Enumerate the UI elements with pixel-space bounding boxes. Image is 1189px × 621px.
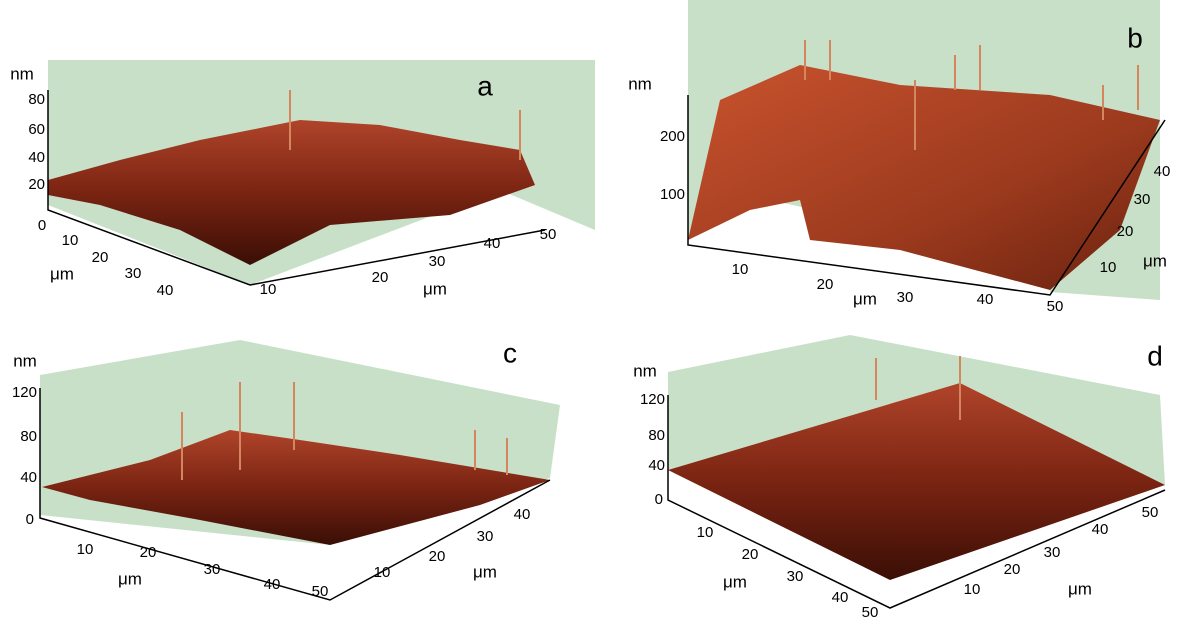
- z-tick-label: 120: [12, 384, 37, 401]
- surface: [688, 65, 1160, 290]
- y-tick-label: 40: [484, 235, 501, 252]
- x-tick-label: 0: [38, 217, 46, 234]
- x-tick-label: 30: [125, 265, 142, 282]
- z-tick-label: 80: [648, 427, 665, 444]
- x-tick-label: 40: [264, 576, 281, 593]
- spikes: [181, 40, 1139, 480]
- x-tick-label: 30: [204, 561, 221, 578]
- y-axis-label: μm: [473, 562, 497, 581]
- surface: [668, 383, 1165, 580]
- z-tick-label: 120: [640, 391, 665, 408]
- z-tick-label: 20: [28, 176, 45, 193]
- y-tick-label: 30: [1134, 191, 1151, 208]
- x-tick-label: 30: [897, 289, 914, 306]
- x-tick-label: 50: [862, 604, 879, 621]
- z-tick-label: 80: [20, 428, 37, 445]
- x-tick-label: 40: [157, 282, 174, 299]
- x-tick-label: 20: [742, 546, 759, 563]
- surface: [48, 120, 535, 265]
- x-axis-label: μm: [118, 569, 142, 588]
- z-unit: nm: [10, 64, 34, 83]
- x-tick-label: 20: [140, 544, 157, 561]
- x-tick-label: 40: [832, 589, 849, 606]
- z-tick-label: 40: [648, 457, 665, 474]
- z-tick-label: 0: [655, 491, 663, 508]
- z-tick-label: 60: [28, 121, 45, 138]
- x-tick-label: 10: [62, 232, 79, 249]
- y-tick-label: 10: [260, 281, 277, 298]
- y-tick-label: 20: [1004, 561, 1021, 578]
- x-tick-label: 50: [312, 583, 329, 600]
- z-unit: nm: [13, 351, 37, 370]
- y-tick-label: 40: [1154, 163, 1171, 180]
- y-tick-label: 10: [1100, 259, 1117, 276]
- y-tick-label: 10: [374, 564, 391, 581]
- axis-line: [667, 395, 1166, 609]
- x-tick-label: 30: [787, 568, 804, 585]
- z-tick-label: 200: [660, 128, 685, 145]
- x-tick-label: 50: [1047, 298, 1064, 315]
- y-tick-label: 50: [1142, 504, 1159, 521]
- x-tick-label: 10: [697, 524, 714, 541]
- panel-letter: d: [1147, 340, 1163, 371]
- axis-line: [687, 95, 1166, 296]
- y-axis-label: μm: [423, 279, 447, 298]
- x-tick-label: 10: [732, 261, 749, 278]
- x-tick-label: 40: [977, 291, 994, 308]
- z-tick-label: 0: [26, 511, 34, 528]
- y-tick-label: 20: [429, 548, 446, 565]
- panel-letter: c: [503, 337, 517, 368]
- panel-letter: b: [1127, 22, 1143, 53]
- x-tick-label: 20: [817, 276, 834, 293]
- z-tick-label: 40: [20, 469, 37, 486]
- x-axis-label: μm: [853, 289, 877, 308]
- z-tick-label: 100: [660, 186, 685, 203]
- z-unit: nm: [633, 361, 657, 380]
- z-unit: nm: [628, 74, 652, 93]
- axis-line: [47, 90, 546, 286]
- y-tick-label: 30: [429, 253, 446, 270]
- y-tick-label: 40: [514, 506, 531, 523]
- x-tick-label: 10: [77, 541, 94, 558]
- z-tick-label: 40: [28, 149, 45, 166]
- backdrop: [668, 335, 1165, 485]
- y-tick-label: 30: [1044, 544, 1061, 561]
- y-tick-label: 20: [372, 269, 389, 286]
- surface: [42, 430, 550, 545]
- z-tick-label: 80: [28, 91, 45, 108]
- axis-line: [39, 388, 551, 601]
- panel-letter: a: [477, 70, 493, 101]
- y-tick-label: 10: [964, 581, 981, 598]
- x-axis-label: μm: [50, 264, 74, 283]
- x-tick-label: 20: [92, 249, 109, 266]
- y-axis-label: μm: [1068, 579, 1092, 598]
- y-tick-label: 40: [1092, 521, 1109, 538]
- y-tick-label: 20: [1117, 223, 1134, 240]
- y-tick-label: 50: [540, 226, 557, 243]
- y-axis-label: μm: [1143, 251, 1167, 270]
- y-tick-label: 30: [477, 528, 494, 545]
- x-axis-label: μm: [723, 572, 747, 591]
